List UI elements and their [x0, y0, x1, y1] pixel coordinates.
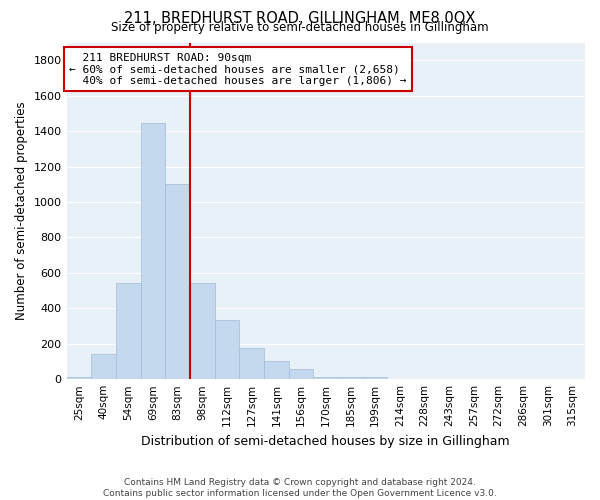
Bar: [140, 123, 165, 379]
Bar: [91, 354, 116, 379]
Bar: [239, 348, 264, 379]
Bar: [363, 377, 388, 379]
Bar: [313, 376, 338, 379]
Bar: [289, 370, 313, 379]
Text: Contains HM Land Registry data © Crown copyright and database right 2024.
Contai: Contains HM Land Registry data © Crown c…: [103, 478, 497, 498]
Bar: [190, 282, 215, 379]
Text: Size of property relative to semi-detached houses in Gillingham: Size of property relative to semi-detach…: [111, 22, 489, 35]
Text: 211, BREDHURST ROAD, GILLINGHAM, ME8 0QX: 211, BREDHURST ROAD, GILLINGHAM, ME8 0QX: [124, 11, 476, 26]
Bar: [338, 377, 363, 379]
Bar: [264, 360, 289, 379]
Bar: [215, 320, 239, 379]
Bar: [165, 184, 190, 379]
X-axis label: Distribution of semi-detached houses by size in Gillingham: Distribution of semi-detached houses by …: [142, 434, 510, 448]
Y-axis label: Number of semi-detached properties: Number of semi-detached properties: [15, 102, 28, 320]
Text: 211 BREDHURST ROAD: 90sqm
← 60% of semi-detached houses are smaller (2,658)
  40: 211 BREDHURST ROAD: 90sqm ← 60% of semi-…: [69, 52, 407, 86]
Bar: [116, 284, 140, 379]
Bar: [67, 376, 91, 379]
